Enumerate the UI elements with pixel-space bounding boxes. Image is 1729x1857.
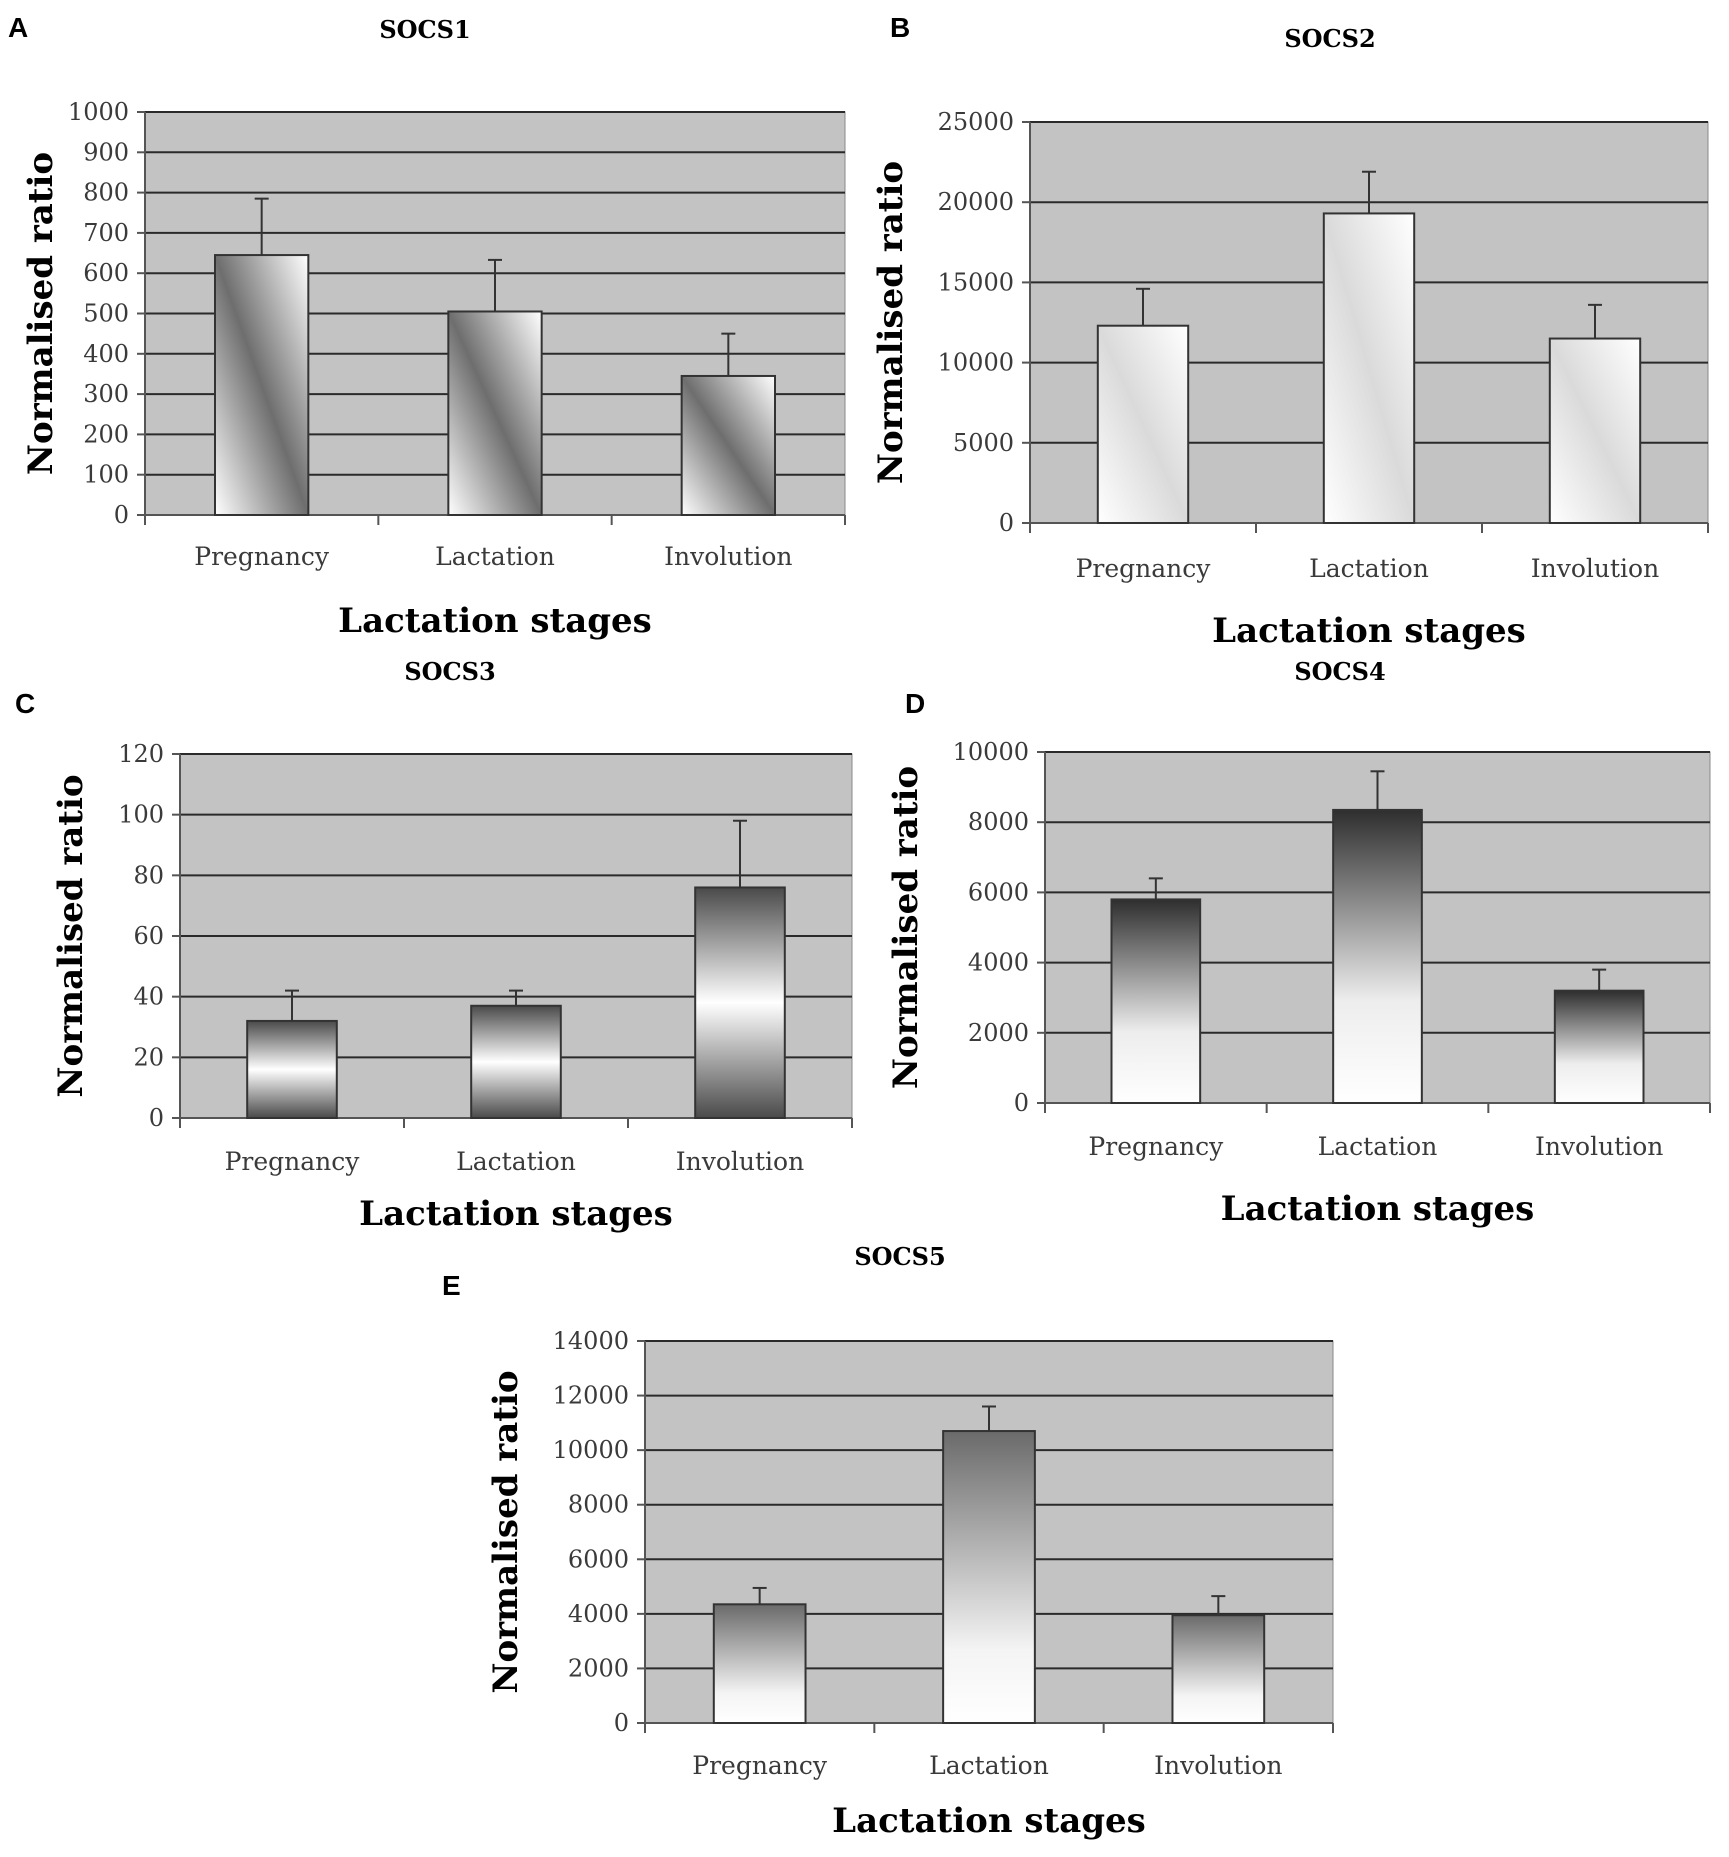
bar-lactation bbox=[942, 1430, 1036, 1724]
panel-letter: C bbox=[15, 688, 35, 719]
y-tick-label: 100 bbox=[118, 801, 164, 829]
bar-pregnancy bbox=[214, 254, 310, 516]
category-label: Pregnancy bbox=[1088, 1132, 1224, 1161]
y-tick-label: 6000 bbox=[568, 1545, 629, 1573]
y-tick-label: 100 bbox=[83, 461, 129, 489]
category-label: Pregnancy bbox=[225, 1147, 361, 1176]
x-axis-title: Lactation stages bbox=[359, 1194, 673, 1234]
y-tick-label: 1000 bbox=[68, 98, 129, 126]
y-tick-label: 0 bbox=[149, 1104, 164, 1132]
category-label: Involution bbox=[1154, 1751, 1282, 1780]
y-tick-label: 8000 bbox=[968, 808, 1029, 836]
y-tick-label: 2000 bbox=[968, 1019, 1029, 1047]
y-tick-label: 0 bbox=[1014, 1089, 1029, 1117]
y-tick-label: 20 bbox=[133, 1043, 164, 1071]
chart-title: SOCS4 bbox=[1294, 657, 1385, 686]
bar-lactation bbox=[1332, 808, 1423, 1104]
category-label: Lactation bbox=[456, 1147, 576, 1176]
y-tick-label: 700 bbox=[83, 219, 129, 247]
y-tick-label: 0 bbox=[614, 1709, 629, 1737]
bar-involution bbox=[1548, 337, 1642, 525]
x-axis-title: Lactation stages bbox=[338, 601, 652, 641]
category-label: Pregnancy bbox=[194, 542, 330, 571]
y-tick-label: 10000 bbox=[938, 349, 1014, 377]
chart-title: SOCS2 bbox=[1284, 24, 1375, 53]
panel-letter: E bbox=[442, 1270, 461, 1301]
category-label: Lactation bbox=[929, 1751, 1049, 1780]
bar-lactation bbox=[470, 1004, 562, 1119]
bar-involution bbox=[694, 886, 786, 1120]
y-tick-label: 14000 bbox=[553, 1327, 629, 1355]
category-label: Lactation bbox=[435, 542, 555, 571]
bar-pregnancy bbox=[1096, 324, 1190, 525]
category-label: Involution bbox=[664, 542, 792, 571]
bar-lactation bbox=[1322, 212, 1416, 524]
y-tick-label: 600 bbox=[83, 259, 129, 287]
chart-title: SOCS1 bbox=[379, 15, 470, 44]
chart-panel-e: 0 2000 4000 6000 8000 10000 12000 14000 Pregnanc… bbox=[442, 1242, 1334, 1841]
y-tick-label: 300 bbox=[83, 380, 129, 408]
bar-involution bbox=[1171, 1614, 1266, 1725]
y-tick-label: 4000 bbox=[568, 1600, 629, 1628]
y-tick-label: 6000 bbox=[968, 878, 1029, 906]
bar-involution bbox=[680, 374, 777, 516]
y-tick-label: 900 bbox=[83, 138, 129, 166]
y-tick-label: 0 bbox=[999, 509, 1014, 537]
y-tick-label: 25000 bbox=[938, 108, 1014, 136]
bar-involution bbox=[1553, 989, 1645, 1104]
y-tick-label: 80 bbox=[133, 861, 164, 889]
y-tick-label: 12000 bbox=[553, 1382, 629, 1410]
bar-pregnancy bbox=[1110, 898, 1202, 1104]
category-label: Lactation bbox=[1318, 1132, 1438, 1161]
y-axis-title: Normalised ratio bbox=[51, 774, 91, 1097]
panel-letter: D bbox=[905, 688, 925, 719]
category-label: Pregnancy bbox=[692, 1751, 828, 1780]
bar-lactation bbox=[447, 310, 543, 516]
y-tick-label: 2000 bbox=[568, 1654, 629, 1682]
y-axis-title: Normalised ratio bbox=[871, 161, 911, 484]
y-tick-label: 20000 bbox=[938, 188, 1014, 216]
y-axis-title: Normalised ratio bbox=[886, 766, 926, 1089]
panel-letter: B bbox=[890, 12, 910, 43]
y-axis-title: Normalised ratio bbox=[21, 152, 61, 475]
y-tick-label: 0 bbox=[114, 501, 129, 529]
chart-panel-d: 0 2000 4000 6000 8000 10000 Pregnancy Lactation… bbox=[886, 657, 1711, 1229]
bar-pregnancy bbox=[712, 1603, 807, 1724]
x-axis-title: Lactation stages bbox=[1221, 1189, 1535, 1229]
panel-letter: A bbox=[8, 12, 28, 43]
category-label: Lactation bbox=[1309, 554, 1429, 583]
y-tick-label: 5000 bbox=[953, 429, 1014, 457]
y-tick-label: 10000 bbox=[953, 738, 1029, 766]
y-tick-label: 4000 bbox=[968, 949, 1029, 977]
chart-panel-c: 0 20 40 60 80 100 120 Pregnancy Lactation Involut… bbox=[15, 657, 853, 1234]
category-label: Pregnancy bbox=[1076, 554, 1212, 583]
x-axis-title: Lactation stages bbox=[1212, 611, 1526, 651]
y-tick-label: 15000 bbox=[938, 268, 1014, 296]
chart-title: SOCS3 bbox=[404, 657, 495, 686]
y-tick-label: 800 bbox=[83, 179, 129, 207]
y-tick-label: 400 bbox=[83, 340, 129, 368]
y-tick-label: 8000 bbox=[568, 1491, 629, 1519]
y-tick-label: 60 bbox=[133, 922, 164, 950]
category-label: Involution bbox=[1535, 1132, 1663, 1161]
y-tick-label: 200 bbox=[83, 420, 129, 448]
x-axis-title: Lactation stages bbox=[832, 1801, 1146, 1841]
y-tick-label: 500 bbox=[83, 300, 129, 328]
chart-title: SOCS5 bbox=[854, 1242, 945, 1271]
category-label: Involution bbox=[1531, 554, 1659, 583]
y-axis-title: Normalised ratio bbox=[486, 1370, 526, 1693]
y-tick-label: 40 bbox=[133, 983, 164, 1011]
y-tick-label: 120 bbox=[118, 740, 164, 768]
category-label: Involution bbox=[676, 1147, 804, 1176]
y-tick-label: 10000 bbox=[553, 1436, 629, 1464]
bar-pregnancy bbox=[246, 1019, 338, 1120]
chart-panel-a: 0 100 200 300 400 500 600 700 800 900 1000 Pregnanc… bbox=[8, 12, 846, 641]
